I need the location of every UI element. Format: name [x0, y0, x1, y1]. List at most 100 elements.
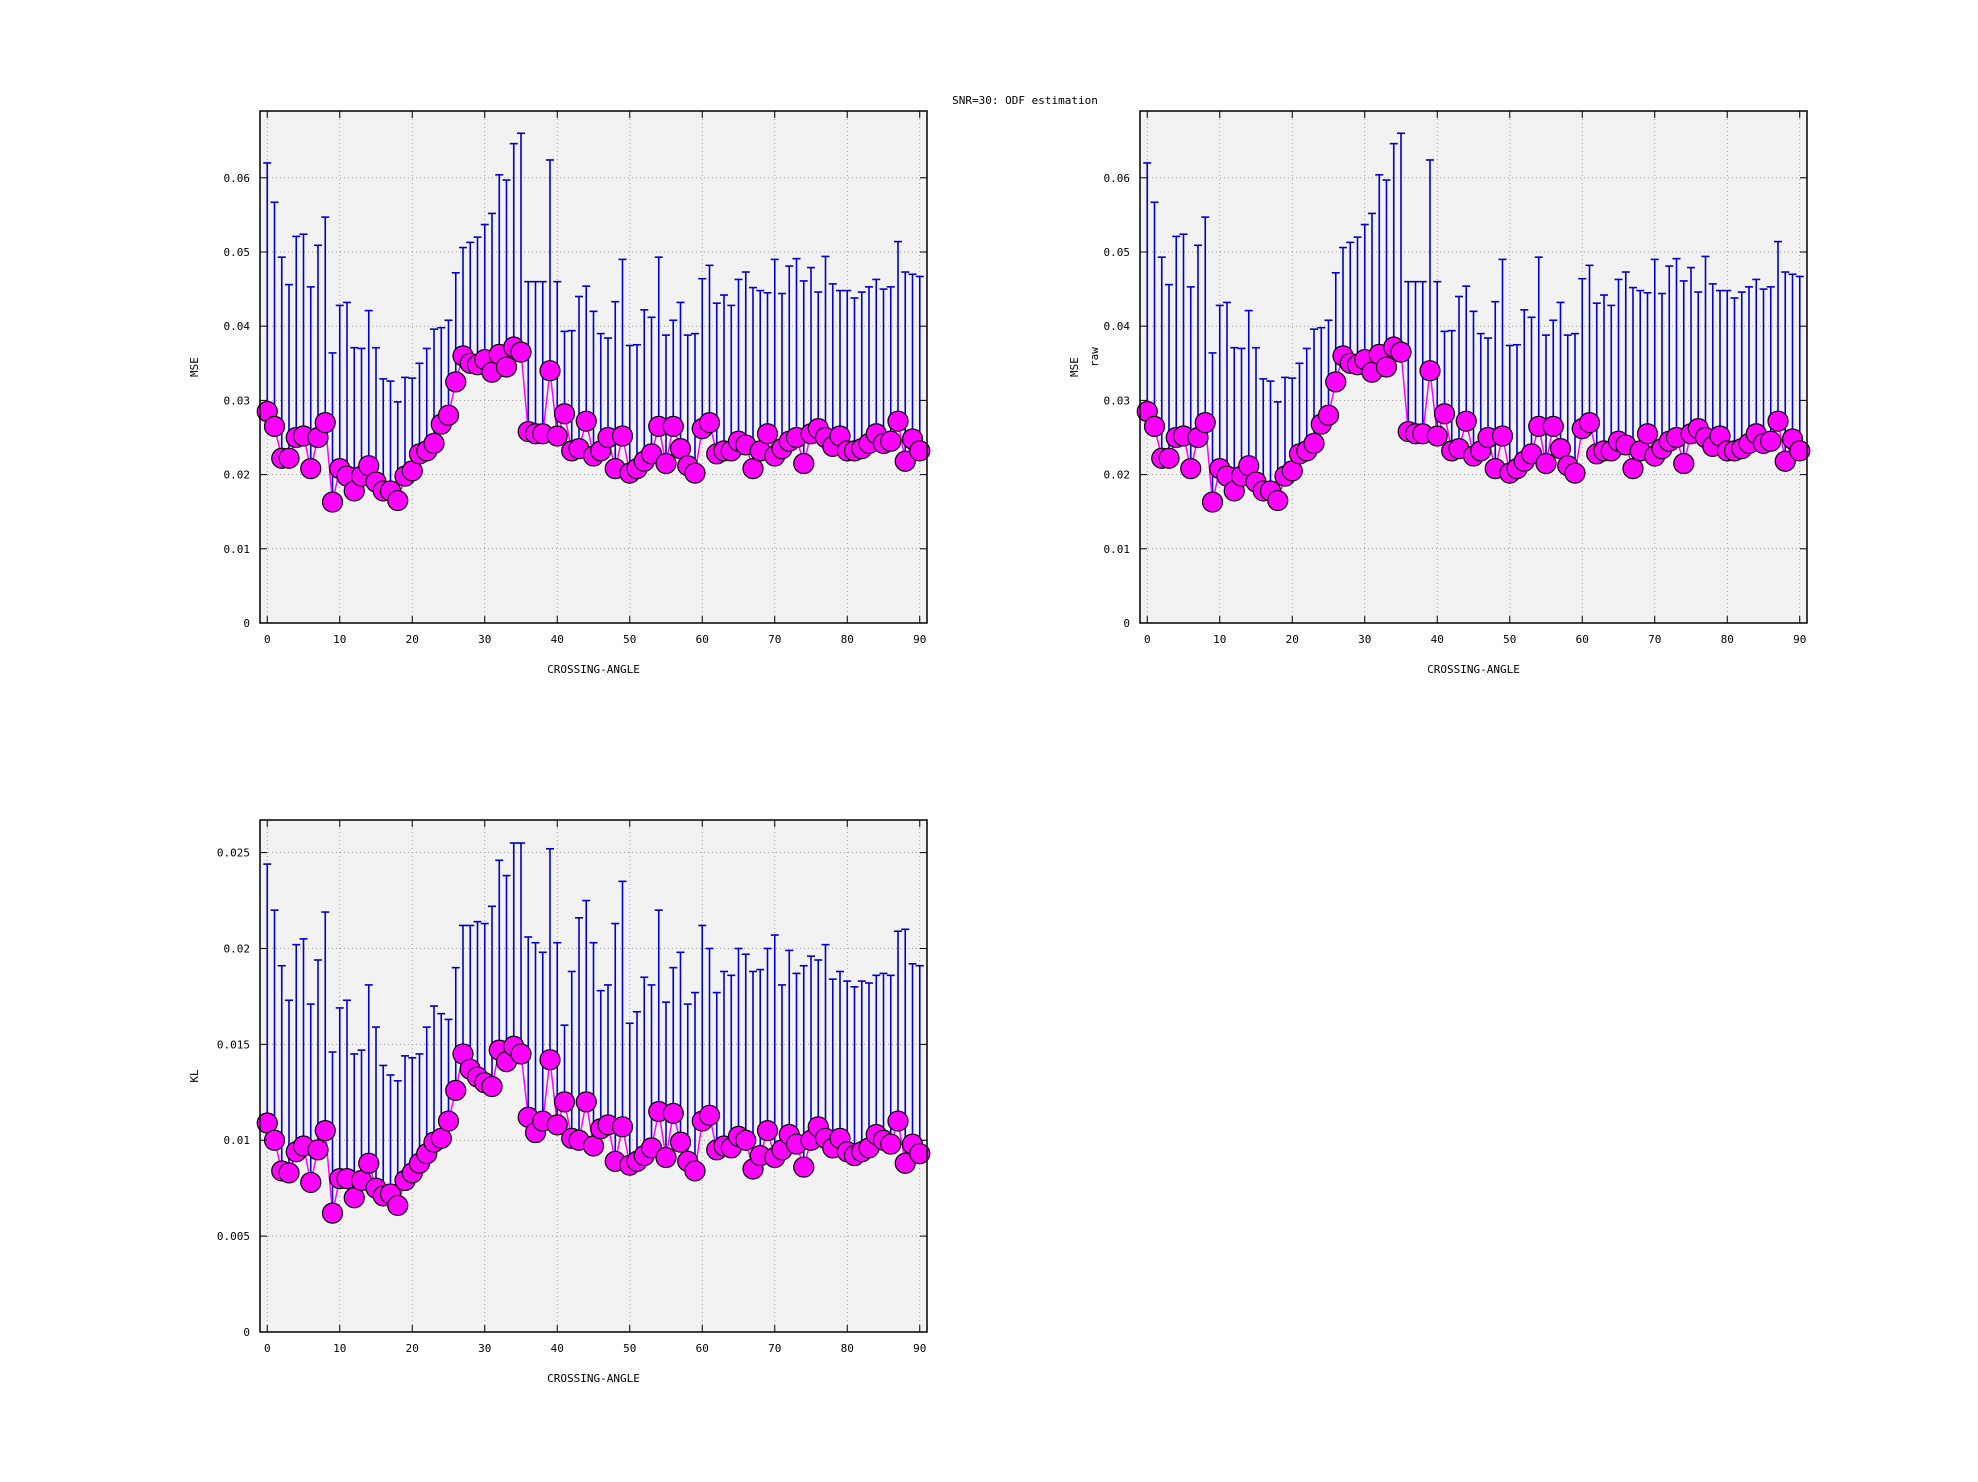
data-point: [263, 1129, 286, 1151]
data-point: [1789, 440, 1811, 462]
x-tick-label: 60: [1576, 633, 1589, 646]
x-tick-label: 40: [1431, 633, 1444, 646]
y-tick-label: 0.06: [224, 172, 251, 185]
data-point: [698, 1104, 721, 1126]
y-tick-label: 0.01: [224, 543, 251, 556]
data-point: [1317, 404, 1340, 426]
y-tick-label: 0.025: [217, 847, 250, 860]
data-point: [1325, 371, 1347, 393]
x-axis-label: CROSSING-ANGLE: [547, 1372, 640, 1385]
data-point: [684, 462, 706, 484]
x-tick-label: 50: [623, 633, 636, 646]
y-tick-label: 0.01: [1104, 543, 1131, 556]
x-tick-label: 80: [1721, 633, 1734, 646]
x-tick-label: 70: [768, 633, 781, 646]
x-axis-label: CROSSING-ANGLE: [1427, 663, 1520, 676]
x-tick-label: 30: [478, 1342, 491, 1355]
data-point: [445, 371, 467, 393]
data-point: [742, 458, 764, 480]
y-tick-label: 0.02: [224, 942, 251, 955]
data-point: [756, 423, 779, 445]
subplot-3: 0 0.005 0.01 0.015 0.02 0.025 0 10 20 30 40 50 60 70 8…: [188, 819, 931, 1385]
plot-frame: [1139, 110, 1808, 624]
y-axis-label: MSE: [1068, 357, 1081, 377]
data-point: [553, 1091, 576, 1113]
data-point: [735, 1129, 757, 1151]
data-point: [510, 341, 532, 363]
x-tick-label: 90: [913, 1342, 926, 1355]
data-point: [669, 1131, 692, 1153]
x-tick-label: 80: [841, 633, 854, 646]
subplot-1: 0 0.01 0.02 0.03 0.04 0.05 0.06 0 10 20 30 40 50 60 70…: [188, 110, 931, 676]
x-tick-label: 90: [913, 633, 926, 646]
data-point: [1542, 415, 1564, 437]
data-point: [1636, 423, 1659, 445]
x-tick-label: 0: [264, 633, 271, 646]
y-tick-label: 0: [1123, 617, 1130, 630]
data-point: [321, 1202, 344, 1224]
data-point: [437, 1110, 460, 1132]
plot-frame: [259, 819, 928, 1333]
x-tick-label: 20: [406, 1342, 419, 1355]
data-point: [662, 1102, 684, 1124]
data-point: [387, 489, 409, 512]
x-tick-label: 40: [551, 633, 564, 646]
marker-group: [256, 336, 931, 513]
data-point: [1564, 462, 1586, 484]
data-point: [575, 410, 597, 432]
data-point: [314, 1120, 336, 1142]
data-point: [793, 1156, 815, 1178]
marker-group: [1136, 336, 1811, 513]
data-point: [1180, 458, 1202, 480]
data-point: [1201, 491, 1224, 513]
data-point: [278, 447, 300, 469]
data-point: [300, 1171, 322, 1194]
y-tick-label: 0.04: [224, 320, 251, 333]
data-point: [1194, 412, 1216, 434]
x-tick-label: 30: [478, 633, 491, 646]
data-point: [481, 1075, 503, 1098]
data-point: [539, 1049, 561, 1071]
data-point: [553, 403, 576, 425]
y-tick-label: 0.01: [224, 1134, 251, 1147]
data-point: [314, 412, 336, 434]
data-point: [880, 1133, 902, 1155]
x-tick-label: 20: [406, 633, 419, 646]
x-tick-label: 70: [768, 1342, 781, 1355]
data-point: [662, 415, 684, 437]
data-point: [887, 410, 909, 432]
data-point: [437, 404, 460, 426]
x-tick-label: 60: [696, 633, 709, 646]
data-point: [1673, 452, 1695, 475]
x-tick-label: 50: [1503, 633, 1516, 646]
data-point: [546, 425, 568, 447]
data-point: [263, 415, 286, 437]
x-tick-label: 50: [623, 1342, 636, 1355]
x-tick-label: 0: [264, 1342, 271, 1355]
y-axis-label: MSE: [188, 357, 201, 377]
y-tick-label: 0: [243, 617, 250, 630]
data-point: [655, 1146, 677, 1169]
x-tick-label: 20: [1286, 633, 1299, 646]
subplot-2: 0 0.01 0.02 0.03 0.04 0.05 0.06 0 10 20 30 40 50 60 70…: [1068, 110, 1811, 676]
errorbar-group: [1143, 132, 1804, 503]
data-point: [894, 450, 916, 472]
x-tick-label: 40: [551, 1342, 564, 1355]
data-point: [1303, 432, 1325, 455]
data-point: [510, 1043, 532, 1065]
y-axis-label: KL: [188, 1069, 201, 1083]
figure-title: SNR=30: ODF estimation: [952, 94, 1098, 107]
x-axis-label: CROSSING-ANGLE: [547, 663, 640, 676]
x-tick-label: 0: [1144, 633, 1151, 646]
data-point: [1433, 403, 1456, 425]
x-tick-label: 60: [696, 1342, 709, 1355]
data-point: [1774, 450, 1796, 472]
data-point: [1267, 489, 1289, 512]
data-point: [575, 1091, 597, 1113]
data-point: [387, 1194, 409, 1217]
marker-group: [256, 1035, 931, 1224]
x-tick-label: 70: [1648, 633, 1661, 646]
data-point: [1622, 458, 1644, 480]
data-point: [611, 425, 634, 447]
